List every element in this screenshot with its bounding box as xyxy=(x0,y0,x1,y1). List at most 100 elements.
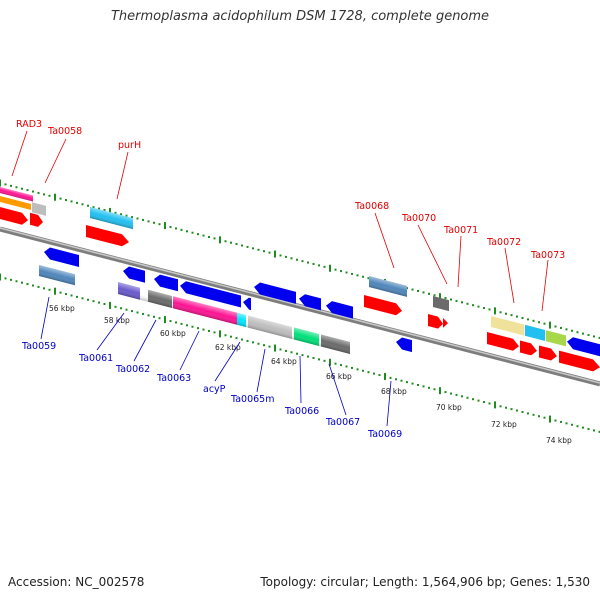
gene-feature[interactable] xyxy=(123,265,145,283)
scale-dot xyxy=(521,410,524,413)
scale-dot xyxy=(213,331,216,334)
gene-feature[interactable] xyxy=(30,212,43,228)
scale-dot xyxy=(433,388,436,391)
scale-dot xyxy=(43,193,45,196)
gene-feature[interactable] xyxy=(546,330,566,347)
scale-major-tick xyxy=(274,344,276,352)
scale-dot xyxy=(158,223,161,226)
gene-feature[interactable] xyxy=(254,281,296,304)
scale-dot xyxy=(136,311,139,314)
scale-dot xyxy=(488,402,491,405)
gene-feature[interactable] xyxy=(0,196,31,211)
gene-feature[interactable] xyxy=(44,246,79,268)
scale-dot xyxy=(307,355,309,358)
scale-dot xyxy=(318,264,320,267)
scale-dot xyxy=(422,385,425,388)
scale-dot xyxy=(268,345,271,348)
gene-feature[interactable] xyxy=(443,317,448,329)
scale-dot xyxy=(565,328,568,331)
gene-feature[interactable] xyxy=(491,316,524,336)
gene-feature[interactable] xyxy=(539,345,557,362)
scale-dot xyxy=(142,218,144,221)
scale-dot xyxy=(59,197,62,200)
gene-feature[interactable] xyxy=(0,207,28,226)
scale-dot xyxy=(527,412,529,415)
gene-feature[interactable] xyxy=(525,324,545,341)
scale-dot xyxy=(70,294,73,297)
scale-dot xyxy=(285,255,287,258)
scale-dot xyxy=(340,270,342,273)
scale-dot xyxy=(554,419,557,422)
scale-dot xyxy=(461,301,463,304)
scale-major-tick xyxy=(549,321,551,329)
scale-dot xyxy=(180,228,183,231)
scale-dot xyxy=(351,366,353,369)
gene-feature[interactable] xyxy=(487,332,519,352)
scale-dot xyxy=(527,318,529,321)
gene-feature[interactable] xyxy=(428,314,443,330)
scale-dot xyxy=(290,257,293,260)
scale-dot xyxy=(120,307,122,310)
scale-dot xyxy=(466,396,469,399)
scale-dot xyxy=(312,262,315,265)
scale-dot xyxy=(32,190,34,193)
scale-dot xyxy=(186,324,188,327)
gene-feature[interactable] xyxy=(433,296,449,312)
scale-dot xyxy=(142,312,144,315)
scale-dot xyxy=(389,376,392,379)
scale-dot xyxy=(202,328,205,331)
scale-major-tick xyxy=(54,287,56,295)
scale-dot xyxy=(208,235,210,238)
scale-dot xyxy=(114,305,117,308)
gene-feature[interactable] xyxy=(180,280,241,308)
kbp-label: 56 kbp xyxy=(49,304,75,313)
scale-dot xyxy=(433,294,436,297)
kbp-label: 68 kbp xyxy=(381,387,407,396)
map-title: Thermoplasma acidophilum DSM 1728, compl… xyxy=(110,9,490,24)
scale-major-tick xyxy=(329,264,331,272)
scale-dot xyxy=(285,349,287,352)
scale-dot xyxy=(4,183,7,186)
scale-dot xyxy=(417,383,419,386)
gene-feature[interactable] xyxy=(396,336,412,353)
scale-major-tick xyxy=(164,222,166,230)
gene-feature[interactable] xyxy=(243,296,251,311)
gene-feature[interactable] xyxy=(32,202,46,216)
gene-feature[interactable] xyxy=(567,336,600,358)
scale-dot xyxy=(428,386,430,389)
scale-dot xyxy=(92,300,95,303)
gene-feature[interactable] xyxy=(299,293,321,311)
scale-dot xyxy=(510,314,513,317)
scale-dot xyxy=(587,334,590,337)
scale-dot xyxy=(125,214,128,217)
gene-feature[interactable] xyxy=(86,225,129,248)
scale-dot xyxy=(516,315,518,318)
gene-feature[interactable] xyxy=(559,350,600,374)
scale-dot xyxy=(235,337,238,340)
scale-dot xyxy=(543,322,546,325)
gene-feature[interactable] xyxy=(520,340,537,357)
scale-major-tick xyxy=(109,207,111,215)
scale-dot xyxy=(81,203,84,206)
scale-dot xyxy=(246,339,249,342)
scale-dot xyxy=(103,302,106,305)
gene-feature[interactable] xyxy=(364,295,402,317)
gene-feature[interactable] xyxy=(154,273,178,292)
gene-feature[interactable] xyxy=(326,300,353,319)
genes-forward xyxy=(0,187,600,374)
kbp-label: 74 kbp xyxy=(546,436,572,445)
scale-dot xyxy=(505,406,507,409)
scale-dot xyxy=(290,351,293,354)
scale-dot xyxy=(230,335,232,338)
topology-text: Topology: circular; Length: 1,564,906 bp… xyxy=(260,575,590,589)
scale-major-tick xyxy=(494,401,496,409)
scale-major-tick xyxy=(0,179,1,187)
gene-label: Ta0072 xyxy=(486,237,521,248)
scale-dot xyxy=(4,277,7,280)
gene-label: Ta0061 xyxy=(78,353,113,364)
scale-dot xyxy=(246,245,249,248)
gene-feature[interactable] xyxy=(0,187,33,202)
gene-label: Ta0071 xyxy=(443,225,478,236)
scale-major-tick xyxy=(54,193,56,201)
scale-dot xyxy=(356,368,359,371)
